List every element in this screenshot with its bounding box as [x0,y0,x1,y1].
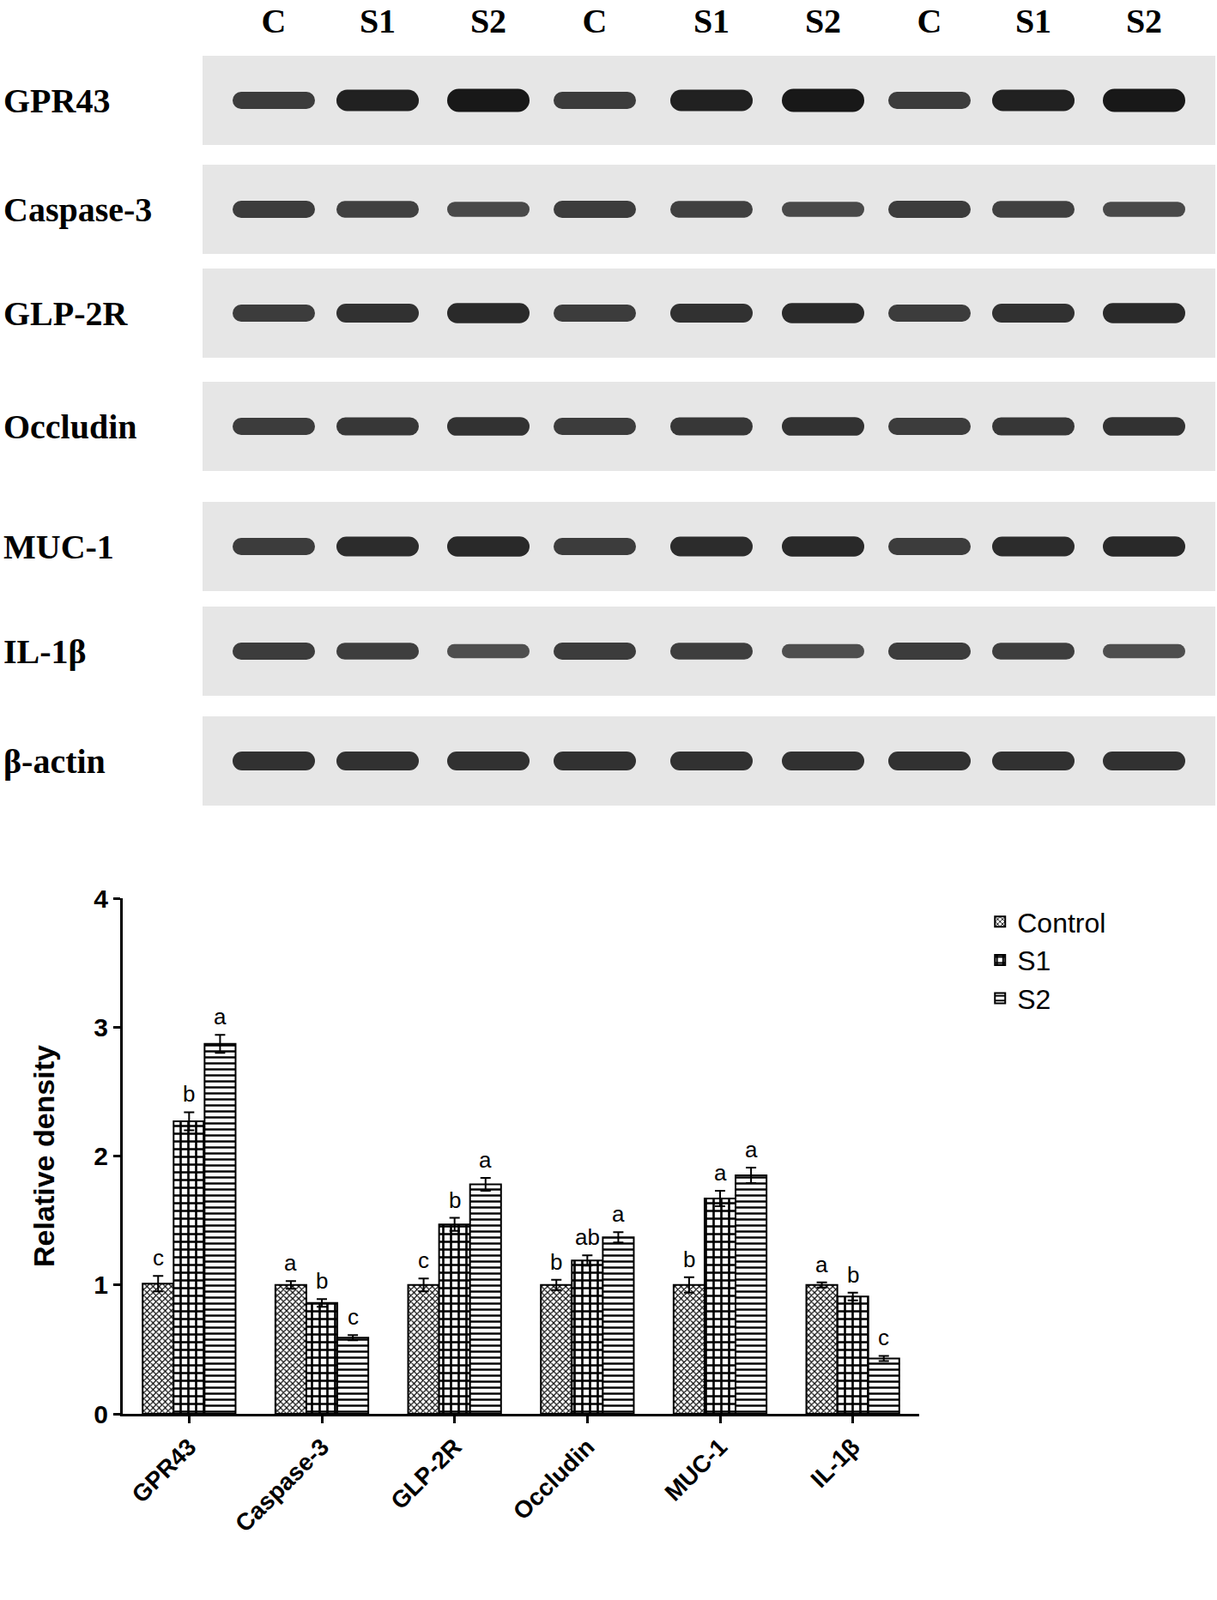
svg-text:Occludin: Occludin [508,1434,600,1526]
svg-text:2: 2 [93,1142,109,1171]
svg-text:C: C [582,1,608,41]
svg-text:S1: S1 [693,1,730,41]
svg-text:a: a [213,1004,227,1030]
svg-text:S2: S2 [470,1,507,41]
svg-text:a: a [611,1201,625,1228]
svg-text:b: b [550,1249,563,1276]
svg-text:GPR43: GPR43 [3,81,110,121]
svg-text:MUC-1: MUC-1 [3,527,115,567]
svg-text:a: a [744,1137,758,1163]
svg-text:b: b [683,1247,696,1273]
svg-text:ab: ab [575,1224,600,1251]
svg-text:b: b [847,1262,860,1289]
svg-text:a: a [284,1250,297,1277]
svg-text:c: c [877,1325,890,1351]
svg-text:0: 0 [93,1400,109,1429]
svg-text:β-actin: β-actin [3,742,106,782]
svg-text:4: 4 [93,884,109,914]
svg-text:S2: S2 [805,1,842,41]
svg-text:a: a [815,1252,829,1278]
svg-text:a: a [714,1160,727,1187]
svg-text:S2: S2 [1017,984,1051,1016]
svg-text:Caspase-3: Caspase-3 [230,1434,334,1538]
svg-text:Occludin: Occludin [3,407,138,447]
svg-text:MUC-1: MUC-1 [659,1434,733,1508]
svg-text:C: C [261,1,287,41]
svg-text:GPR43: GPR43 [127,1434,202,1509]
svg-text:GLP-2R: GLP-2R [3,294,129,334]
svg-text:Control: Control [1017,908,1106,939]
svg-text:IL-1β: IL-1β [805,1434,866,1494]
svg-text:GLP-2R: GLP-2R [385,1434,467,1516]
svg-text:3: 3 [93,1013,109,1042]
svg-text:b: b [315,1268,328,1295]
svg-text:c: c [417,1247,430,1274]
svg-text:a: a [478,1147,492,1174]
svg-text:IL-1β: IL-1β [3,632,87,672]
svg-text:S2: S2 [1126,1,1163,41]
svg-text:Relative density: Relative density [27,1045,61,1268]
svg-text:Caspase-3: Caspase-3 [3,190,152,230]
svg-text:b: b [448,1187,461,1214]
svg-text:S1: S1 [1017,945,1051,977]
svg-text:c: c [152,1245,164,1272]
svg-text:b: b [182,1081,195,1108]
svg-text:c: c [347,1304,359,1331]
svg-text:S1: S1 [1015,1,1052,41]
svg-text:1: 1 [93,1271,109,1300]
svg-text:C: C [917,1,943,41]
svg-text:S1: S1 [359,1,396,41]
